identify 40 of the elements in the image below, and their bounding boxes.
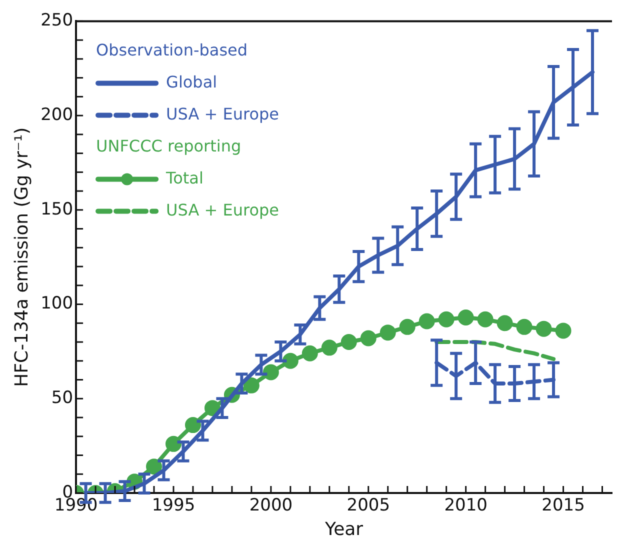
legend-label: USA + Europe <box>166 200 279 220</box>
x-tick-label: 2010 <box>444 496 488 516</box>
point <box>340 334 357 350</box>
point <box>360 330 376 346</box>
point <box>146 458 162 475</box>
point <box>536 320 552 337</box>
point <box>458 309 474 326</box>
point <box>399 318 416 335</box>
x-tick-label: 2005 <box>346 496 390 516</box>
y-tick-label: 250 <box>40 10 74 31</box>
point <box>204 400 220 416</box>
point <box>243 377 260 394</box>
legend-label: Total <box>165 168 204 188</box>
y-tick-label: 150 <box>40 199 74 220</box>
line-series <box>434 340 556 362</box>
x-tick-label: 2000 <box>249 496 293 516</box>
point <box>418 313 435 330</box>
legend-label: Global <box>166 72 218 92</box>
x-tick-label: 1995 <box>152 496 196 516</box>
y-tick-label: 100 <box>40 294 74 314</box>
point <box>321 340 338 356</box>
point <box>262 364 279 380</box>
annotation: Observation-based <box>96 40 248 60</box>
x-axis-title: Year <box>324 518 364 540</box>
x-tick-label: 2015 <box>542 496 585 516</box>
point <box>516 318 532 335</box>
point <box>555 322 572 339</box>
point <box>496 315 513 332</box>
point <box>302 345 318 362</box>
y-axis-title: HFC-134a emission (Gg yr⁻¹) <box>11 127 32 387</box>
annotation: UNFCCC reporting <box>96 136 242 156</box>
y-tick-label: 50 <box>51 388 74 408</box>
point <box>184 417 201 434</box>
point <box>165 436 182 452</box>
point <box>282 352 298 369</box>
point <box>438 311 454 328</box>
point <box>380 324 396 341</box>
legend-label: USA + Europe <box>166 104 279 124</box>
point <box>477 311 494 328</box>
y-tick-label: 200 <box>40 104 74 125</box>
